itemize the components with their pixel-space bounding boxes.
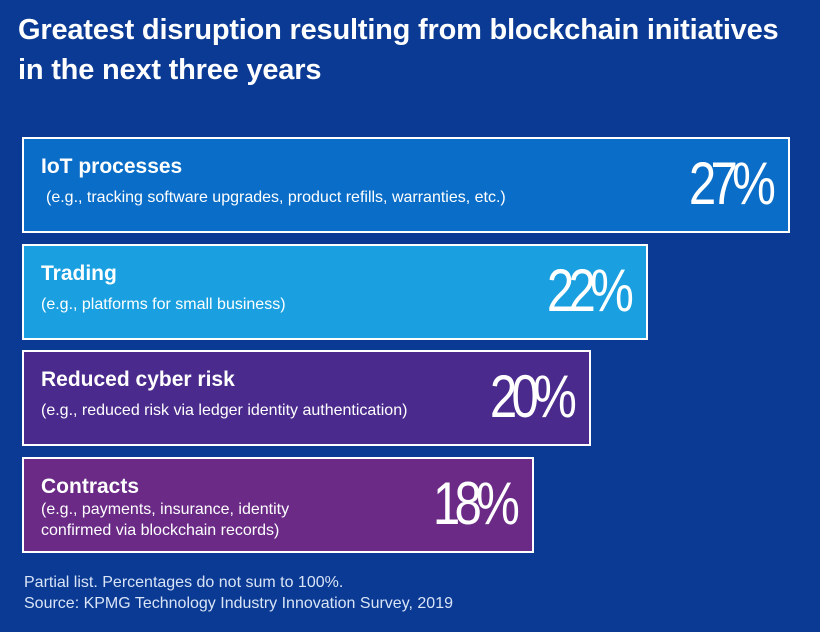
bar-value-label: 27%	[688, 150, 776, 217]
bar-contracts: Contracts (e.g., payments, insurance, ide…	[22, 457, 534, 553]
bar-value-label: 20%	[489, 363, 577, 430]
bar-description: (e.g., reduced risk via ledger identity …	[41, 402, 408, 419]
bar-iot-processes: IoT processes (e.g., tracking software up…	[22, 137, 790, 233]
bar-label: Reduced cyber risk	[41, 368, 235, 391]
bar-trading: Trading (e.g., platforms for small busine…	[22, 244, 648, 340]
bar-label: Trading	[41, 262, 117, 285]
bar-value-label: 18%	[432, 470, 520, 537]
bar-label: Contracts	[41, 475, 140, 498]
bar-description: (e.g., tracking software upgrades, produ…	[46, 189, 506, 206]
footnote: Partial list. Percentages do not sum to …	[24, 574, 344, 591]
chart-title: Greatest disruption resulting from block…	[18, 14, 779, 86]
source-note: Source: KPMG Technology Industry Innovat…	[24, 595, 453, 612]
bar-label: IoT processes	[41, 155, 183, 178]
bar-description: (e.g., payments, insurance, identity con…	[41, 501, 290, 539]
bar-description: (e.g., platforms for small business)	[41, 296, 286, 313]
chart-footer: Partial list. Percentages do not sum to …	[24, 572, 453, 614]
bar-reduced-cyber-risk: Reduced cyber risk (e.g., reduced risk vi…	[22, 350, 591, 446]
bar-value-label: 22%	[546, 257, 634, 324]
